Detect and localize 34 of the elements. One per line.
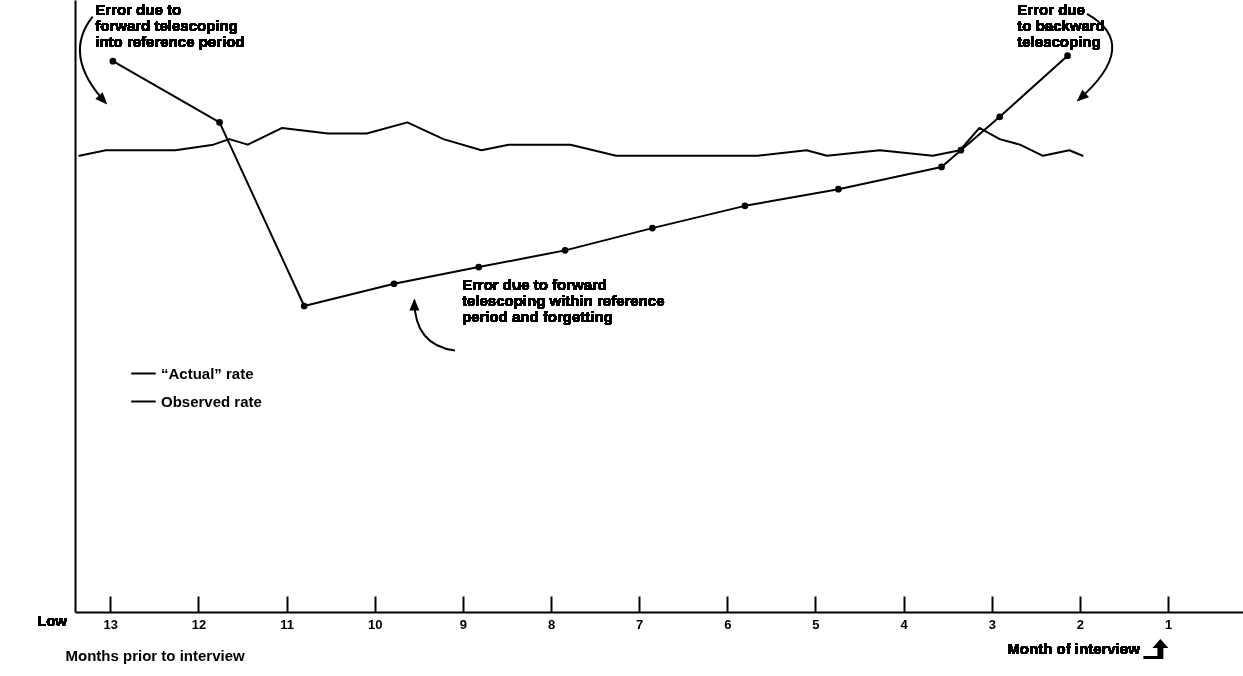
x-tick-label: 4	[900, 616, 909, 632]
text: Month of interview	[1007, 640, 1141, 657]
x-tick-label: 2	[1076, 616, 1085, 632]
x-axis-title: Months prior to interview	[65, 646, 245, 664]
x-tick-label: 13	[103, 616, 118, 632]
text: Error due to forward telescoping into reference period	[95, 0, 245, 50]
x-tick-label: 12	[191, 616, 207, 632]
point	[216, 119, 223, 126]
annotation: Error due to forward telescoping within reference period and forgetting	[461, 276, 665, 326]
point	[996, 113, 1004, 121]
text: Error due to backward telescoping	[1017, 0, 1105, 50]
x-tick-label: 5	[812, 616, 820, 632]
x-tick-label: 10	[367, 616, 383, 632]
x-tick-label: 3	[988, 616, 996, 632]
point	[109, 57, 117, 65]
point	[835, 185, 842, 193]
point	[300, 302, 308, 310]
x-tick-label: 6	[724, 616, 732, 632]
point	[741, 202, 749, 210]
legend-label: Observed rate	[161, 392, 262, 410]
point	[475, 263, 483, 271]
point	[561, 247, 569, 254]
x-tick-label: 11	[280, 616, 294, 632]
legend-label: “Actual” rate	[161, 364, 254, 382]
point	[938, 163, 945, 171]
x-tick-label: 1	[1164, 616, 1173, 632]
x-tick-label: 8	[547, 616, 556, 632]
point	[1064, 52, 1071, 59]
point	[649, 224, 656, 232]
x-tick-label: 7	[636, 616, 644, 632]
point	[390, 280, 398, 288]
text: Low	[37, 612, 68, 629]
point	[957, 146, 965, 154]
x-tick-label: 9	[459, 616, 467, 632]
